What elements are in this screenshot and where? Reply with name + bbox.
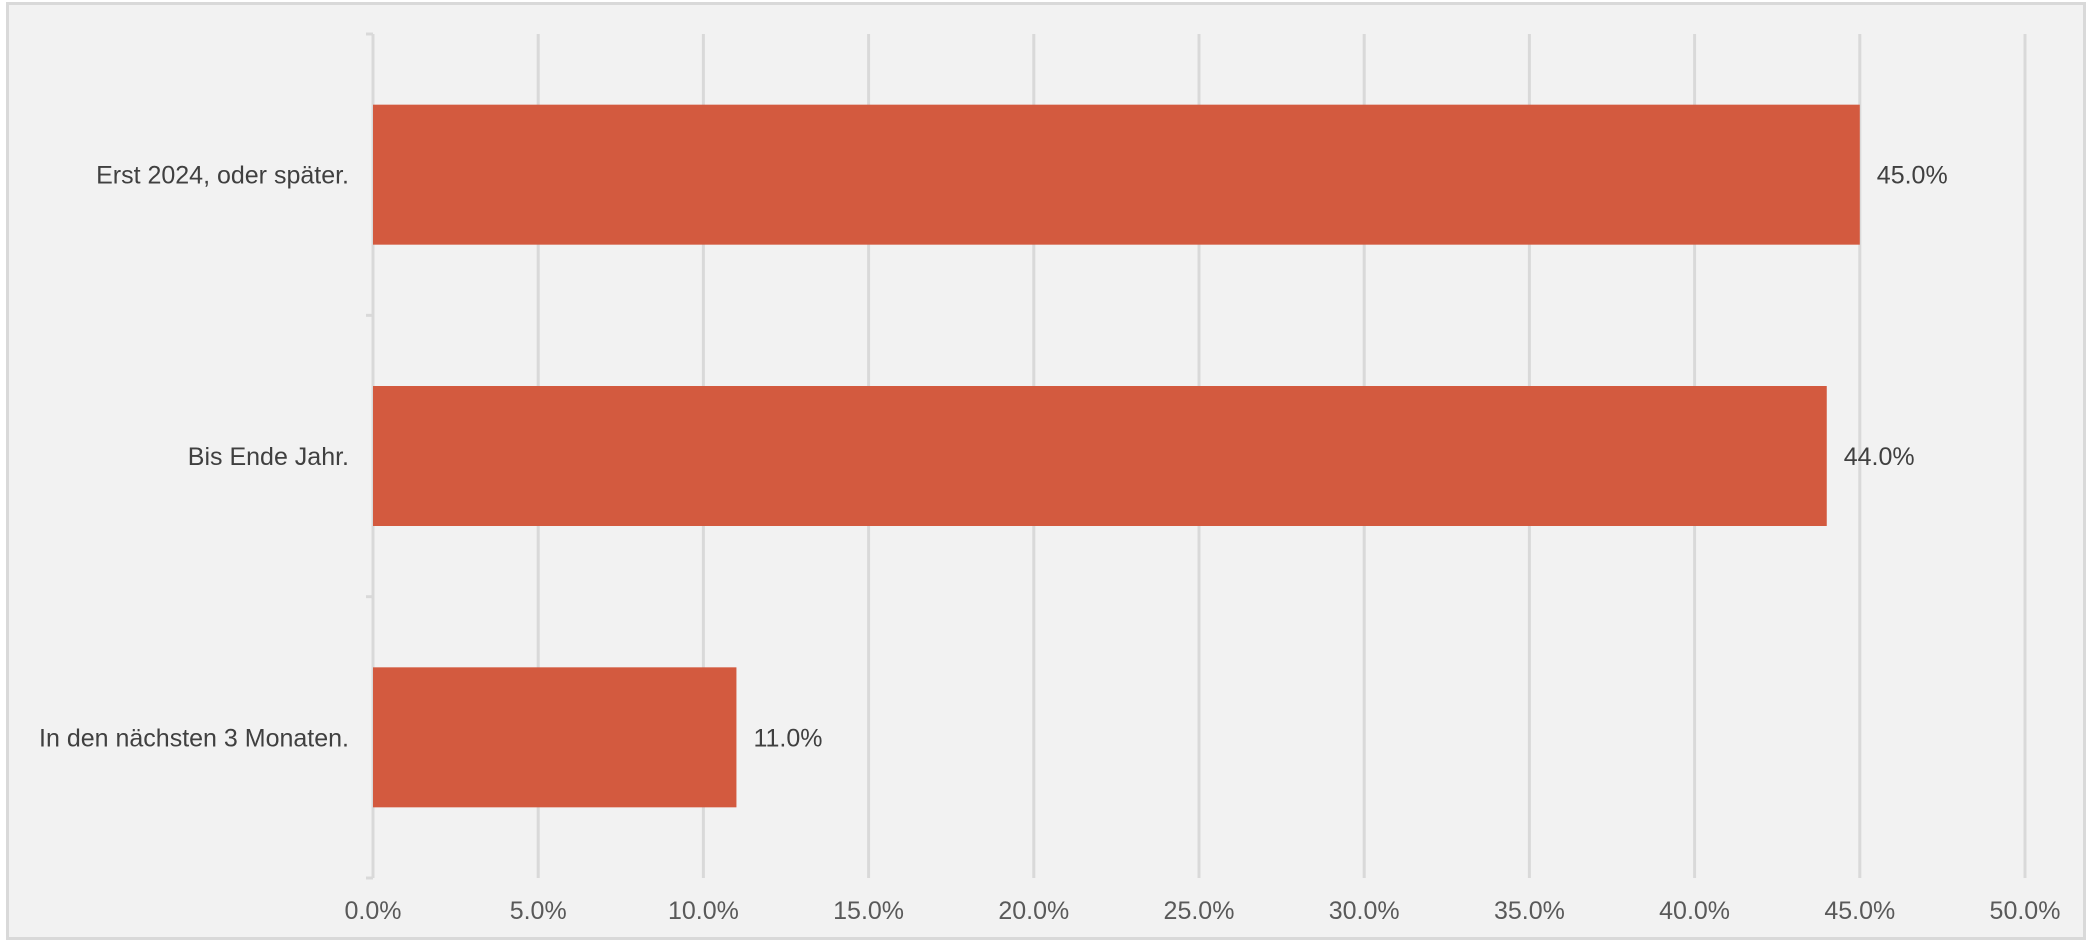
x-tick-label: 25.0% bbox=[1164, 897, 1235, 925]
category-label: Bis Ende Jahr. bbox=[188, 443, 349, 471]
x-tick-label: 50.0% bbox=[1990, 897, 2061, 925]
x-tick-label: 10.0% bbox=[668, 897, 739, 925]
category-label: Erst 2024, oder später. bbox=[96, 162, 349, 190]
x-tick-label: 15.0% bbox=[833, 897, 904, 925]
x-tick-label: 30.0% bbox=[1329, 897, 1400, 925]
bars-group bbox=[373, 104, 1860, 808]
data-label: 11.0% bbox=[753, 724, 822, 752]
x-tick-label: 35.0% bbox=[1494, 897, 1565, 925]
x-tick-label: 5.0% bbox=[510, 897, 567, 925]
data-label: 44.0% bbox=[1844, 443, 1915, 471]
bar bbox=[373, 104, 1860, 245]
category-axis bbox=[366, 32, 375, 880]
labels-group: 0.0% 5.0% 10.0% 15.0% 20.0% 25.0% 30.0% 35.0% 40… bbox=[39, 162, 2060, 925]
x-tick-label: 45.0% bbox=[1824, 897, 1895, 925]
bar bbox=[373, 386, 1827, 526]
x-tick-label: 20.0% bbox=[998, 897, 1069, 925]
x-tick-label: 0.0% bbox=[345, 897, 402, 925]
data-label: 45.0% bbox=[1877, 162, 1948, 190]
x-tick-label: 40.0% bbox=[1659, 897, 1730, 925]
bar bbox=[373, 667, 737, 808]
category-label: In den nächsten 3 Monaten. bbox=[39, 724, 349, 752]
